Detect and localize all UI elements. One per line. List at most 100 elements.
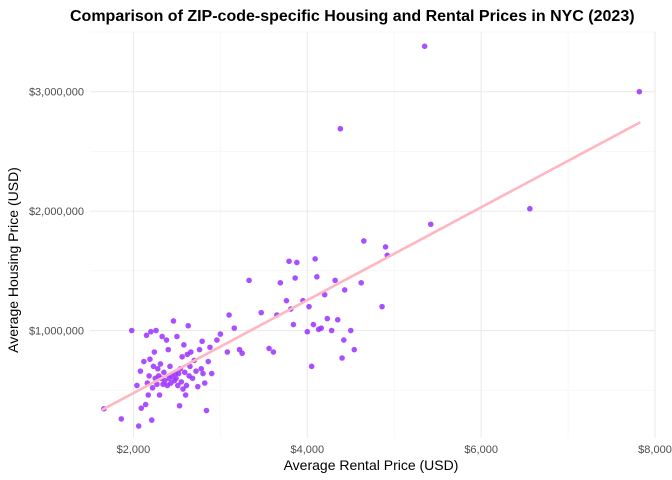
data-point — [159, 333, 165, 340]
data-point — [421, 43, 428, 50]
data-point — [154, 381, 160, 388]
data-point — [332, 277, 338, 284]
tick-labels: $2,000 $4,000 $6,000 $8,000 $1,000,000 $2,000… — [29, 87, 672, 456]
data-point — [149, 385, 156, 391]
data-point — [277, 279, 284, 286]
data-point — [283, 297, 290, 304]
data-point — [286, 258, 292, 265]
data-point — [304, 328, 311, 335]
data-point — [294, 259, 300, 266]
x-tick-label: $6,000 — [464, 444, 498, 456]
data-point — [142, 401, 149, 408]
data-point — [156, 392, 163, 398]
data-point — [231, 325, 238, 331]
data-point — [150, 363, 157, 370]
data-point — [155, 365, 161, 372]
data-point — [167, 363, 173, 370]
data-point — [118, 416, 125, 422]
data-point — [292, 275, 298, 281]
data-point — [175, 370, 182, 377]
x-tick-label: $8,000 — [638, 444, 672, 456]
data-point — [174, 382, 181, 389]
data-point — [290, 321, 297, 328]
data-point — [146, 373, 152, 379]
data-point — [174, 333, 180, 340]
data-point — [161, 377, 168, 384]
data-point — [379, 303, 385, 310]
data-point — [182, 392, 189, 398]
data-point — [201, 380, 208, 386]
grid — [90, 31, 656, 438]
trend-line-group — [101, 121, 641, 411]
trend-line — [101, 121, 641, 411]
data-point — [217, 331, 224, 337]
data-point — [239, 350, 245, 357]
data-point — [310, 321, 317, 328]
data-point — [145, 392, 152, 398]
data-point — [341, 337, 347, 343]
data-point — [266, 345, 272, 352]
data-point — [147, 356, 153, 362]
data-point — [224, 349, 231, 355]
y-tick-label: $2,000,000 — [29, 206, 84, 218]
data-point — [165, 346, 172, 353]
data-point — [207, 344, 213, 351]
data-point — [324, 315, 331, 322]
data-point — [163, 337, 170, 343]
data-point — [246, 277, 252, 284]
y-tick-label: $1,000,000 — [29, 326, 84, 338]
data-point — [258, 309, 265, 316]
data-point — [361, 238, 367, 244]
data-point — [178, 379, 185, 385]
data-point — [318, 325, 325, 331]
data-point — [128, 327, 135, 334]
data-point — [183, 382, 190, 389]
data-point — [334, 316, 341, 323]
data-point — [214, 337, 220, 343]
data-point — [199, 338, 205, 345]
data-point — [179, 354, 185, 360]
data-point — [314, 273, 320, 280]
y-axis-title: Average Housing Price (USD) — [5, 167, 21, 353]
data-point — [173, 375, 179, 382]
data-point — [188, 349, 194, 355]
data-point — [270, 349, 277, 355]
data-point — [189, 375, 196, 382]
y-tick-label: $3,000,000 — [29, 87, 84, 99]
data-point — [205, 358, 212, 365]
data-point — [141, 358, 147, 365]
data-point — [153, 327, 159, 334]
data-point — [527, 205, 533, 212]
data-point — [308, 363, 315, 370]
chart-title: Comparison of ZIP-code-specific Housing … — [70, 8, 635, 25]
data-point — [328, 327, 335, 334]
data-point — [143, 332, 150, 339]
data-point — [341, 287, 348, 293]
data-point — [194, 383, 201, 390]
data-point — [196, 346, 203, 353]
data-point — [312, 256, 318, 262]
data-point — [180, 386, 186, 392]
data-point — [347, 327, 354, 334]
data-point — [151, 349, 158, 355]
data-point — [382, 244, 389, 250]
data-point — [339, 355, 345, 361]
data-point — [351, 346, 358, 353]
data-point — [161, 369, 167, 376]
data-point — [226, 312, 232, 318]
data-point — [157, 361, 164, 367]
data-point — [181, 342, 187, 348]
data-point — [181, 369, 188, 376]
data-point — [148, 328, 154, 335]
data-point — [208, 370, 215, 377]
data-point — [306, 303, 312, 310]
data-point — [137, 368, 144, 374]
data-point — [134, 382, 140, 389]
data-point — [337, 125, 344, 132]
data-point — [138, 405, 145, 411]
x-axis-title: Average Rental Price (USD) — [284, 457, 459, 473]
data-point — [170, 318, 177, 324]
data-point — [203, 407, 210, 414]
